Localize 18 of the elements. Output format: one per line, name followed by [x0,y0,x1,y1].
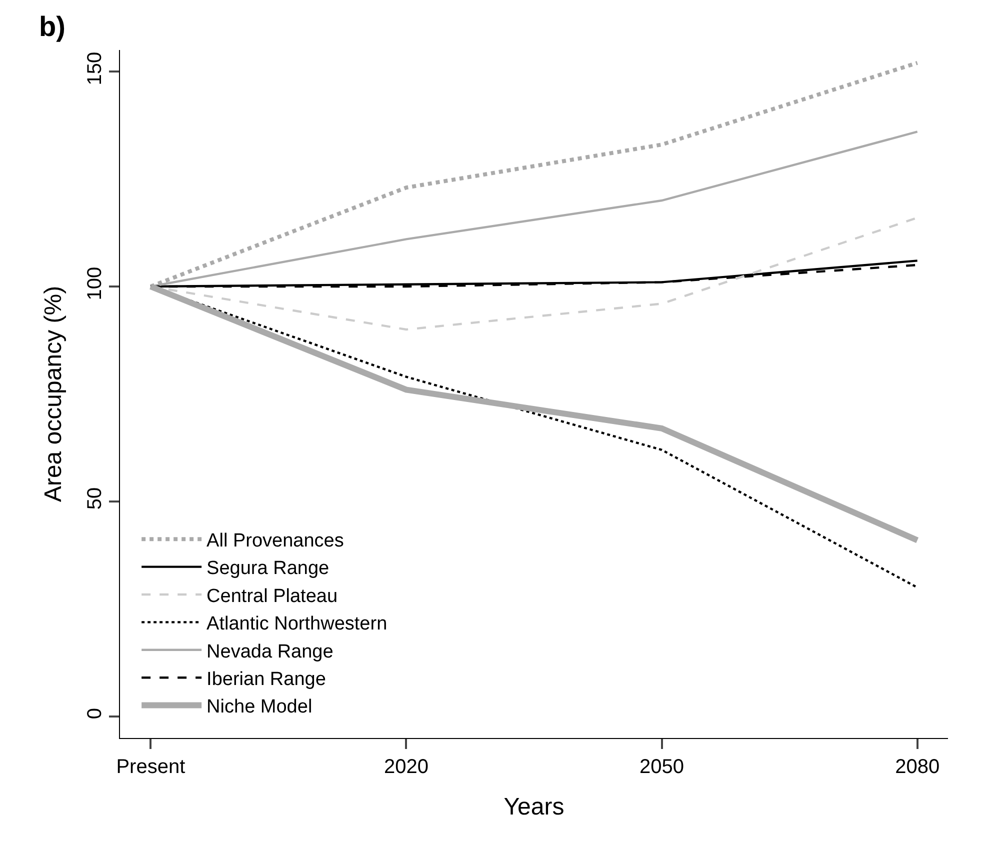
x-tick-label: Present [116,756,186,778]
y-tick-label: 50 [84,487,106,510]
y-tick-label: 100 [84,266,106,300]
x-axis-title: Years [504,793,564,820]
y-tick-label: 150 [84,52,106,86]
x-tick-label: 2020 [384,756,428,778]
legend-label: Nevada Range [206,641,334,662]
y-axis-title: Area occupancy (%) [40,286,68,502]
legend-label: Central Plateau [206,586,338,607]
legend-label: Iberian Range [206,669,326,690]
y-tick-label: 0 [84,708,106,720]
text: b) [39,11,66,42]
legend-label: Segura Range [206,558,330,580]
x-tick-label: 2080 [895,756,940,778]
legend-label: Niche Model [206,696,312,718]
legend-label: All Provenances [206,530,344,552]
legend-label: Atlantic Northwestern [206,614,388,635]
x-tick-label: 2050 [640,756,684,778]
